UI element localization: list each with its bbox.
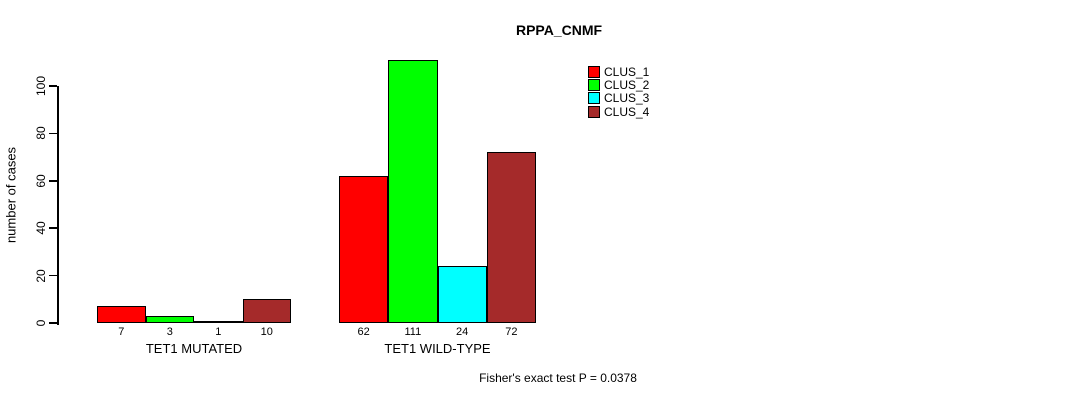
bar-value-label: 111 <box>404 326 422 338</box>
legend-item: CLUS_1 <box>588 64 650 79</box>
bar <box>388 59 438 323</box>
legend: CLUS_1 CLUS_2 CLUS_3 CLUS_4 <box>588 65 649 119</box>
bar-value-label: 62 <box>357 326 370 338</box>
y-tick <box>49 322 57 324</box>
bar <box>194 320 243 323</box>
legend-swatch <box>588 65 600 78</box>
y-tick-label: 100 <box>34 75 48 97</box>
y-tick-label: 0 <box>34 319 48 327</box>
y-axis-line <box>57 86 59 325</box>
bar <box>145 315 194 323</box>
y-tick <box>49 180 57 182</box>
y-tick <box>49 132 57 135</box>
legend-label: CLUS_2 <box>604 78 650 93</box>
chart-title: RPPA_CNMF <box>515 22 603 38</box>
legend-swatch <box>588 79 600 92</box>
bar <box>486 152 536 323</box>
bar-value-label: 24 <box>456 326 469 338</box>
y-tick-label: 60 <box>34 174 48 188</box>
fisher-test-note: Fisher's exact test P = 0.0378 <box>479 371 637 385</box>
bar <box>97 306 146 323</box>
legend-swatch <box>588 92 600 105</box>
legend-swatch <box>588 105 600 118</box>
legend-label: CLUS_1 <box>604 64 650 79</box>
x-category-label: TET1 MUTATED <box>145 341 243 356</box>
y-tick <box>49 227 57 229</box>
legend-item: CLUS_4 <box>588 104 650 119</box>
legend-label: CLUS_4 <box>604 104 650 119</box>
y-tick-label: 80 <box>34 126 48 141</box>
bar-value-label: 7 <box>118 326 125 338</box>
y-tick <box>49 85 57 87</box>
y-tick-label: 40 <box>34 221 48 235</box>
legend-label: CLUS_3 <box>604 91 650 106</box>
y-tick <box>49 274 57 277</box>
bar <box>437 266 487 323</box>
legend-item: CLUS_3 <box>588 91 650 106</box>
bar-value-label: 72 <box>505 326 518 338</box>
y-tick-label: 20 <box>34 268 48 283</box>
bar <box>339 176 389 323</box>
x-category-label: TET1 WILD-TYPE <box>384 341 491 356</box>
bar-value-label: 10 <box>260 326 273 338</box>
bar-value-label: 1 <box>215 326 222 338</box>
bar-value-label: 3 <box>166 326 173 338</box>
legend-item: CLUS_2 <box>588 78 650 93</box>
bar <box>242 299 291 323</box>
